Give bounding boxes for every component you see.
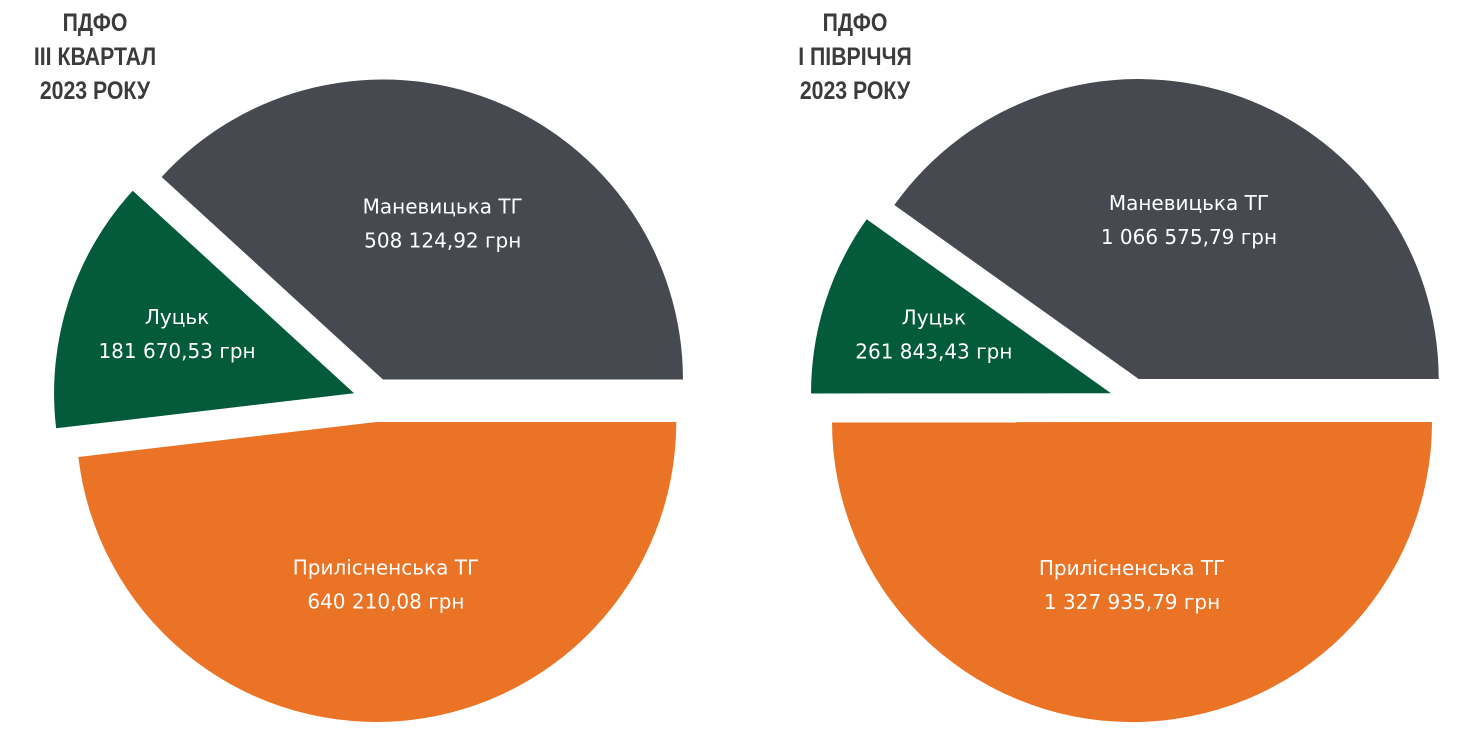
chart-1-title: ПДФО ІІІ КВАРТАЛ 2023 РОКУ	[23, 6, 168, 108]
slice-value-label: 640 210,08 грн	[307, 590, 464, 614]
slice-label: Маневицька ТГ	[1109, 191, 1269, 215]
chart-2-title-line: 2023 РОКУ	[799, 77, 911, 105]
slice-label: Прилісненська ТГ	[293, 556, 479, 580]
pie-slice	[811, 219, 1112, 394]
slice-label: Луцьк	[902, 306, 966, 330]
chart-2-title-line: ПДФО	[822, 9, 888, 37]
pie-slice	[161, 79, 683, 380]
slice-value-label: 261 843,43 грн	[855, 340, 1012, 364]
chart-1-title-line: ІІІ КВАРТАЛ	[33, 43, 157, 71]
pie-slice	[54, 190, 355, 429]
chart-2-title-line: І ПІВРІЧЧЯ	[798, 43, 912, 71]
slice-value-label: 1 327 935,79 грн	[1044, 590, 1220, 614]
slice-value-label: 508 124,92 грн	[364, 229, 521, 253]
slice-value-label: 1 066 575,79 грн	[1101, 225, 1277, 249]
slice-label: Прилісненська ТГ	[1039, 556, 1225, 580]
chart-1-title-line: ПДФО	[62, 9, 128, 37]
pie-slice	[78, 421, 677, 722]
pie-slice	[832, 422, 1433, 723]
slice-value-label: 181 670,53 грн	[98, 339, 255, 363]
slice-label: Маневицька ТГ	[363, 195, 523, 219]
slice-label: Луцьк	[145, 305, 209, 329]
pie-slice	[894, 79, 1439, 380]
chart-2-title: ПДФО І ПІВРІЧЧЯ 2023 РОКУ	[783, 6, 928, 108]
chart-1-title-line: 2023 РОКУ	[39, 77, 151, 105]
